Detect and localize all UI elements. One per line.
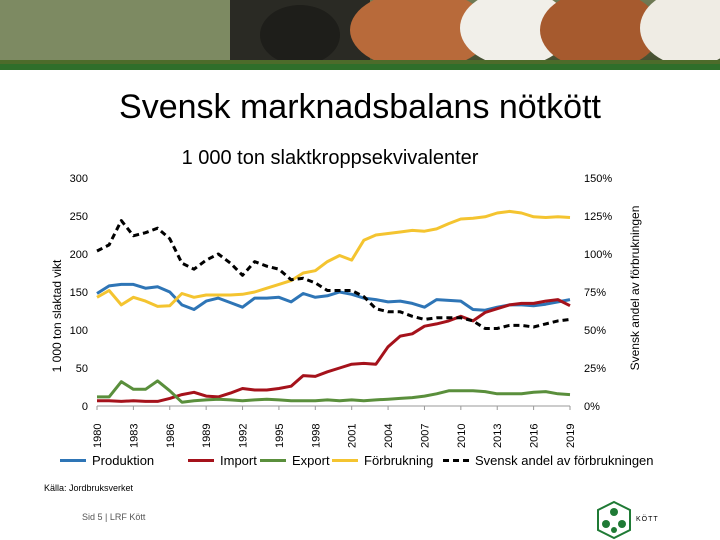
y-axis-label: 1 000 ton slaktad vikt: [50, 259, 64, 372]
legend-swatch: [443, 459, 469, 462]
x-tick-label: 2010: [456, 424, 468, 448]
series-line-andel: [96, 219, 571, 330]
x-tick-label: 1983: [128, 424, 140, 448]
legend-label: Produktion: [92, 453, 155, 468]
y-tick-label: 100: [70, 325, 88, 337]
y-tick-label: 250: [70, 211, 88, 223]
legend-label: Svensk andel av förbrukningen: [475, 453, 654, 468]
x-tick-label: 2001: [347, 424, 359, 448]
y2-tick-label: 150%: [584, 173, 612, 185]
y-tick-label: 50: [76, 363, 88, 375]
y2-tick-label: 75%: [584, 287, 606, 299]
x-tick-label: 2019: [565, 424, 577, 448]
legend-swatch: [60, 459, 86, 462]
header-banner-photo: [0, 0, 720, 70]
x-tick-label: 1980: [92, 424, 104, 448]
legend-label: Import: [220, 453, 257, 468]
y2-tick-label: 25%: [584, 363, 606, 375]
x-tick-label: 2016: [529, 424, 541, 448]
y-tick-label: 150: [70, 287, 88, 299]
legend-item-import: Import: [188, 453, 257, 468]
y2-tick-label: 50%: [584, 325, 606, 337]
legend-swatch: [188, 459, 214, 462]
legend-swatch: [332, 459, 358, 462]
lrf-kott-logo: [597, 500, 631, 540]
chart-legend: Produktion Import Export Förbrukning Svensk …: [60, 453, 700, 473]
slide-title: Svensk marknadsbalans nötkött: [119, 88, 601, 126]
series-line-forbrukning: [96, 209, 571, 308]
y-tick-label: 0: [82, 401, 88, 413]
series-line-import: [97, 298, 571, 403]
y2-axis-label: Svensk andel av förbrukningen: [628, 206, 642, 371]
x-tick-label: 1992: [238, 424, 250, 448]
y2-tick-label: 100%: [584, 249, 612, 261]
legend-item-export: Export: [260, 453, 330, 468]
legend-item-forbrukning: Förbrukning: [332, 453, 433, 468]
x-tick-label: 1989: [201, 424, 213, 448]
series-line-export: [97, 379, 571, 404]
x-tick-label: 1998: [310, 424, 322, 448]
legend-label: Förbrukning: [364, 453, 434, 468]
chart-title: 1 000 ton slaktkroppsekvivalenter: [182, 147, 479, 169]
source-note: Källa: Jordbruksverket: [44, 483, 134, 493]
x-tick-label: 2004: [383, 424, 395, 448]
legend-swatch: [260, 459, 286, 462]
line-chart: 1 000 ton slaktkroppsekvivalenter 0 50 100…: [50, 147, 642, 448]
legend-item-andel: Svensk andel av förbrukningen: [443, 453, 654, 468]
y2-tick-label: 0%: [584, 401, 600, 413]
footer-page-info: Sid 5 | LRF Kött: [82, 512, 146, 522]
x-tick-label: 2013: [492, 424, 504, 448]
y-tick-label: 300: [70, 173, 88, 185]
x-tick-label: 1986: [165, 424, 177, 448]
y-tick-label: 200: [70, 249, 88, 261]
x-tick-label: 1995: [274, 424, 286, 448]
logo-text: KÖTT: [636, 516, 659, 523]
legend-label: Export: [292, 453, 330, 468]
legend-item-produktion: Produktion: [60, 453, 154, 468]
x-tick-label: 2007: [419, 424, 431, 448]
y2-tick-label: 125%: [584, 211, 612, 223]
